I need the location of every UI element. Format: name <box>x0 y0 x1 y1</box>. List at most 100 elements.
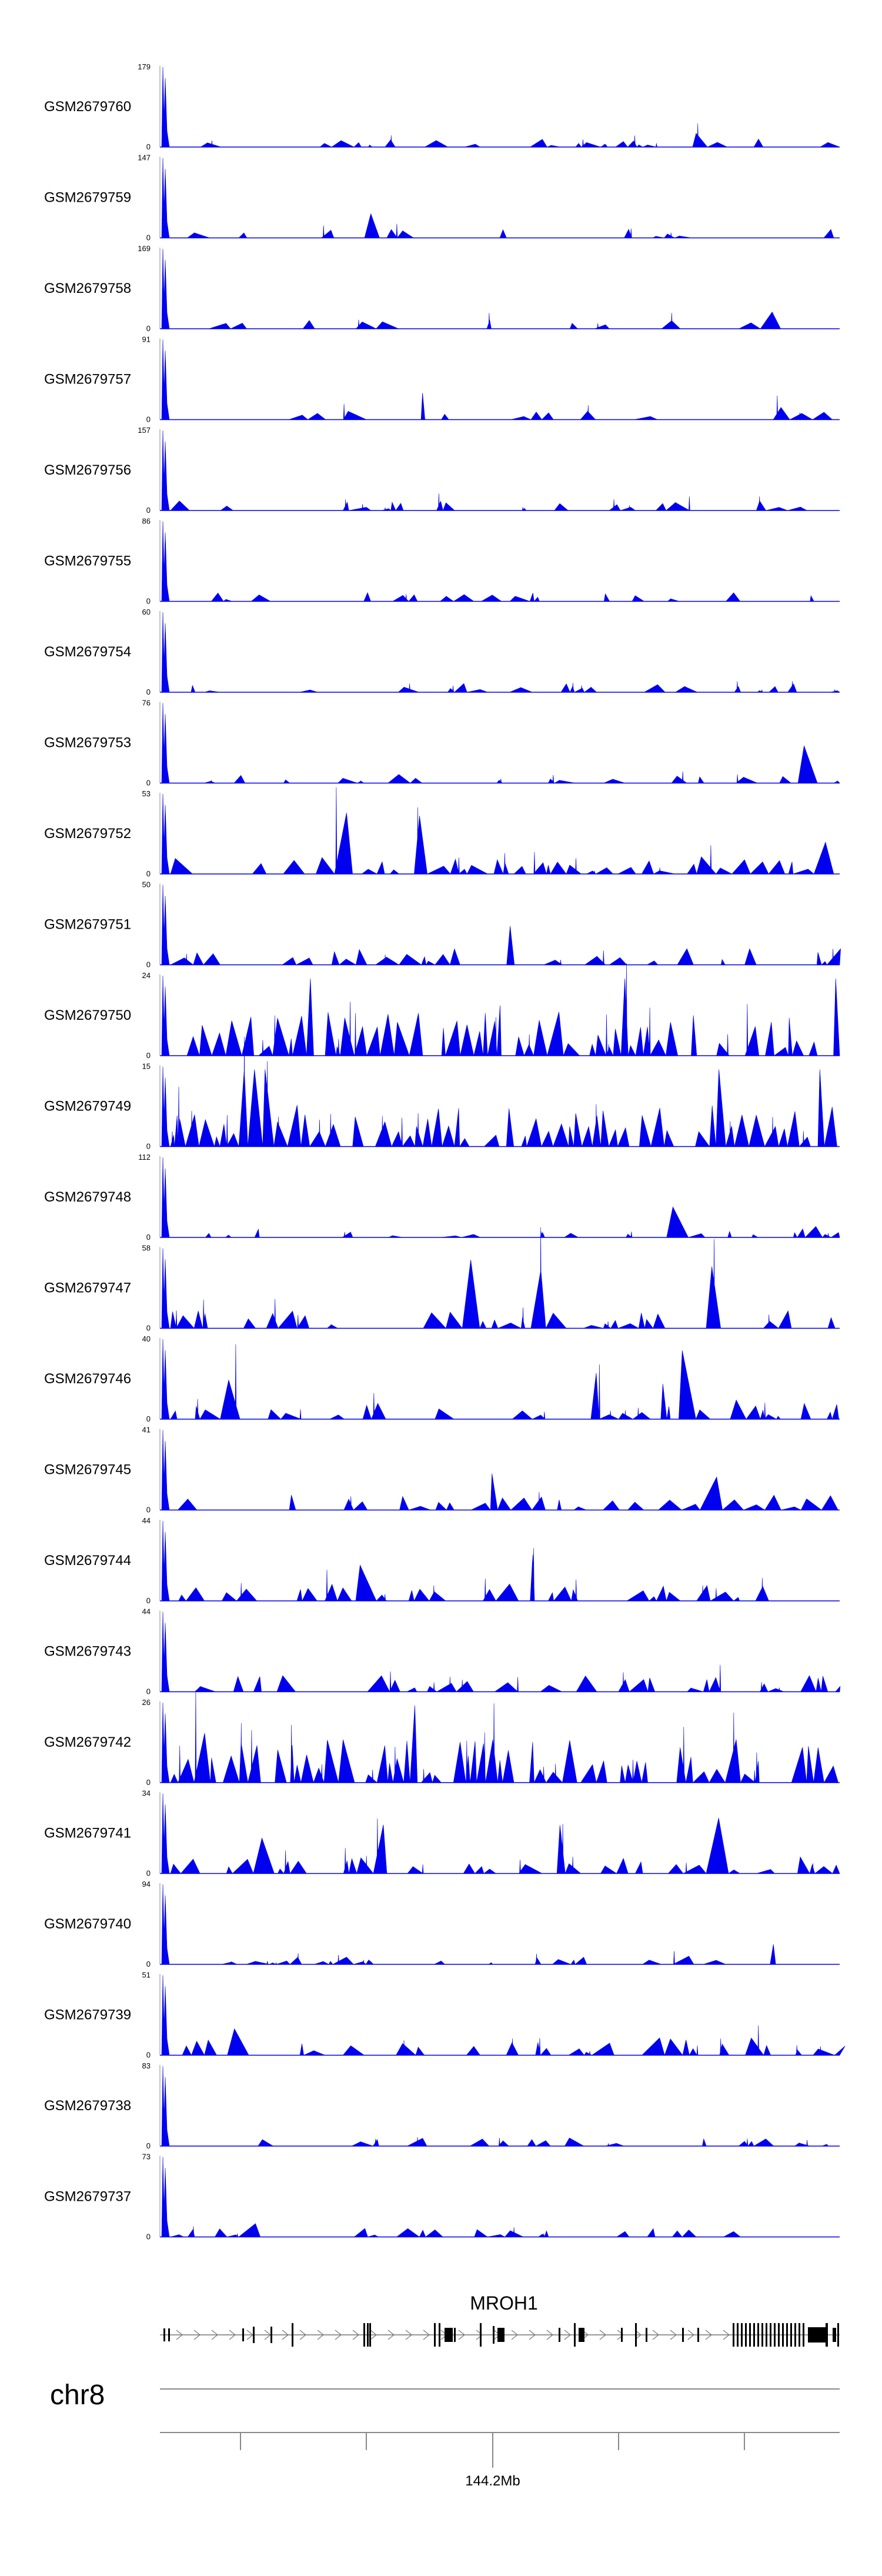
track: GSM2679738 83 0 <box>44 2061 840 2150</box>
track: GSM2679740 94 0 <box>44 1880 840 1968</box>
track: GSM2679754 60 0 <box>44 608 840 696</box>
track-label: GSM2679747 <box>44 1280 131 1296</box>
gene-exon <box>445 2328 453 2342</box>
track-ymax-label: 58 <box>142 1244 151 1253</box>
track-ymin-label: 0 <box>146 1596 151 1605</box>
track-ymax-label: 44 <box>142 1607 151 1616</box>
track: GSM2679757 91 0 <box>44 335 840 424</box>
track-ymin-label: 0 <box>146 1960 151 1968</box>
strand-arrow <box>317 2330 324 2340</box>
track-label: GSM2679757 <box>44 372 131 388</box>
strand-arrow <box>529 2330 536 2340</box>
gene-exon <box>454 2328 456 2342</box>
gene-exon <box>635 2323 637 2347</box>
track-ymax-label: 91 <box>142 335 151 344</box>
gene-exon <box>439 2323 440 2347</box>
gene-exon <box>253 2327 255 2343</box>
track-signal <box>160 1520 840 1602</box>
axis-ticks <box>240 2432 745 2468</box>
genomic-axis: 144.2Mb <box>160 2432 840 2489</box>
track-label: GSM2679751 <box>44 917 131 933</box>
gene-exon <box>808 2327 826 2343</box>
track-signal <box>160 1690 840 1784</box>
track-ymax-label: 34 <box>142 1789 151 1798</box>
track: GSM2679743 44 0 <box>44 1607 841 1696</box>
track-ymax-label: 60 <box>142 608 151 616</box>
gene-exon <box>434 2323 436 2347</box>
strand-arrow <box>352 2330 359 2340</box>
track-signal <box>160 612 840 693</box>
track-signal <box>160 2157 840 2237</box>
strand-arrow <box>723 2330 730 2340</box>
track-ymax-label: 157 <box>138 426 151 435</box>
strand-arrow <box>423 2330 430 2340</box>
track: GSM2679755 86 0 <box>44 517 840 606</box>
track-signal <box>160 963 840 1057</box>
track-ymax-label: 94 <box>142 1880 151 1888</box>
track-ymax-label: 169 <box>138 244 151 253</box>
track-ymax-label: 147 <box>138 154 151 162</box>
gene-exon <box>163 2328 165 2341</box>
gene-exon <box>646 2328 647 2342</box>
gene-exon <box>480 2323 482 2347</box>
track-label: GSM2679748 <box>44 1189 131 1205</box>
track-ymin-label: 0 <box>146 415 151 424</box>
track-label: GSM2679744 <box>44 1553 131 1569</box>
track: GSM2679750 24 0 <box>44 963 840 1060</box>
chromosome-ideogram: chr8 <box>50 2380 840 2411</box>
track-ymin-label: 0 <box>146 1687 151 1696</box>
track-ymin-label: 0 <box>146 597 151 606</box>
track-signal <box>160 703 840 783</box>
track-signal <box>160 339 840 420</box>
track-ymin-label: 0 <box>146 324 151 333</box>
track: GSM2679760 179 0 <box>44 62 840 151</box>
gene-exon <box>621 2328 623 2342</box>
track-signal <box>160 787 840 875</box>
gene-exon <box>697 2328 699 2342</box>
gene-exon <box>579 2328 584 2342</box>
track-signal <box>160 248 840 329</box>
coverage-tracks: GSM2679760 179 0 GSM2679759 147 0 GSM2679758 16… <box>44 62 846 2241</box>
track: GSM2679745 41 0 <box>44 1426 840 1514</box>
track-label: GSM2679743 <box>44 1644 131 1660</box>
track: GSM2679752 53 0 <box>44 787 840 878</box>
track-label: GSM2679755 <box>44 553 131 569</box>
track-label: GSM2679759 <box>44 190 131 206</box>
gene-exon <box>493 2326 495 2344</box>
track-label: GSM2679739 <box>44 2007 131 2023</box>
strand-arrow <box>511 2330 518 2340</box>
strand-arrow <box>211 2330 218 2340</box>
strand-arrow <box>599 2330 606 2340</box>
gene-exon <box>778 2323 780 2347</box>
gene-exon <box>782 2323 784 2347</box>
gene-track: MROH1 <box>160 2293 840 2347</box>
gene-exon <box>363 2323 365 2347</box>
track-label: GSM2679741 <box>44 1826 131 1841</box>
gene-exon <box>745 2323 747 2347</box>
track-label: GSM2679737 <box>44 2189 131 2205</box>
gene-exon <box>757 2323 759 2347</box>
track-label: GSM2679740 <box>44 1916 131 1932</box>
gene-exon <box>574 2323 576 2347</box>
track-ymax-label: 51 <box>142 1971 151 1980</box>
track: GSM2679753 76 0 <box>44 699 840 788</box>
strand-arrow <box>652 2330 659 2340</box>
track-ymax-label: 40 <box>142 1334 151 1343</box>
track-label: GSM2679745 <box>44 1462 131 1478</box>
track-ymax-label: 112 <box>138 1153 151 1162</box>
gene-exon <box>737 2323 739 2347</box>
track: GSM2679742 26 0 <box>44 1690 840 1787</box>
track-ymax-label: 86 <box>142 517 151 526</box>
gene-exon <box>770 2323 771 2347</box>
track-ymax-label: 26 <box>142 1698 151 1707</box>
track-signal <box>160 1227 840 1329</box>
track-ymax-label: 73 <box>142 2153 151 2161</box>
track-ymin-label: 0 <box>146 960 151 969</box>
track-label: GSM2679753 <box>44 735 131 751</box>
track-ymin-label: 0 <box>146 1324 151 1333</box>
track-signal <box>160 1975 846 2056</box>
track-ymin-label: 0 <box>146 1142 151 1151</box>
track-signal <box>160 1339 840 1420</box>
strand-arrow <box>176 2330 183 2340</box>
